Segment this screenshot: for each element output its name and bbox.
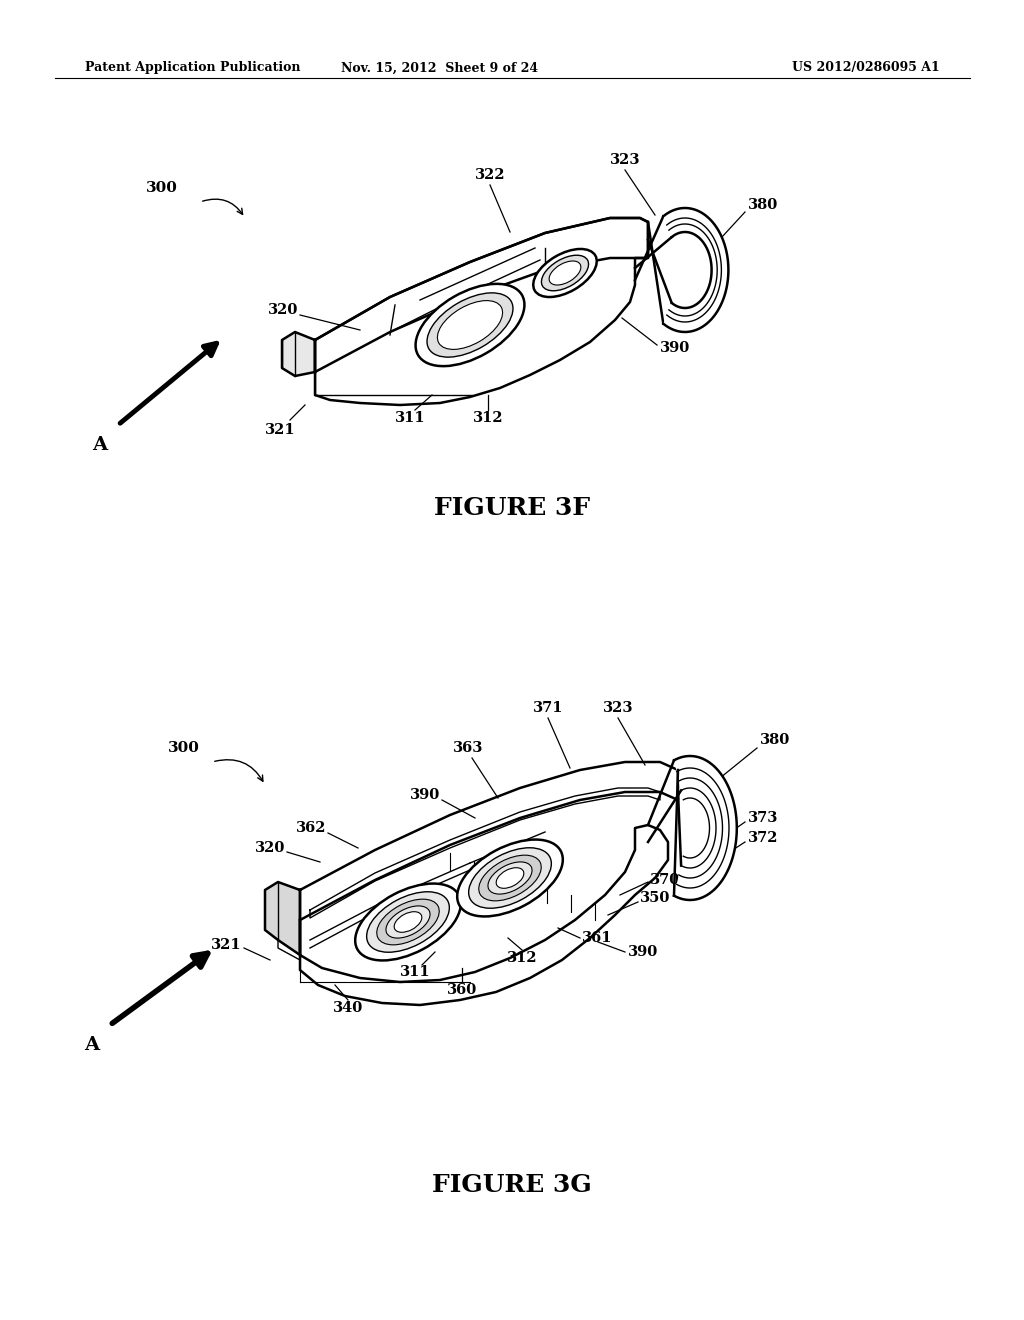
Text: 361: 361 bbox=[582, 931, 612, 945]
Polygon shape bbox=[315, 218, 648, 405]
Text: A: A bbox=[84, 1036, 99, 1053]
Text: 370: 370 bbox=[650, 873, 680, 887]
Polygon shape bbox=[300, 762, 678, 920]
Text: FIGURE 3G: FIGURE 3G bbox=[432, 1173, 592, 1197]
Text: 311: 311 bbox=[399, 965, 430, 979]
Text: 363: 363 bbox=[453, 741, 483, 755]
Text: 390: 390 bbox=[660, 341, 690, 355]
Text: 360: 360 bbox=[446, 983, 477, 997]
Text: 390: 390 bbox=[628, 945, 658, 960]
Polygon shape bbox=[674, 756, 737, 900]
Ellipse shape bbox=[416, 284, 524, 366]
Text: 323: 323 bbox=[603, 701, 633, 715]
Polygon shape bbox=[315, 218, 648, 372]
Text: 323: 323 bbox=[609, 153, 640, 168]
Polygon shape bbox=[282, 333, 315, 376]
Text: 321: 321 bbox=[264, 422, 295, 437]
Ellipse shape bbox=[549, 261, 581, 285]
Ellipse shape bbox=[479, 855, 542, 900]
Text: 371: 371 bbox=[532, 701, 563, 715]
Ellipse shape bbox=[457, 840, 563, 916]
Text: A: A bbox=[92, 436, 108, 454]
Text: 380: 380 bbox=[760, 733, 791, 747]
Ellipse shape bbox=[394, 912, 422, 932]
Text: 211: 211 bbox=[373, 906, 403, 919]
Ellipse shape bbox=[437, 301, 503, 350]
Text: 320: 320 bbox=[267, 304, 298, 317]
Text: 300: 300 bbox=[168, 741, 200, 755]
Text: 390: 390 bbox=[410, 788, 440, 803]
Text: 312: 312 bbox=[507, 950, 538, 965]
Text: 340: 340 bbox=[333, 1001, 364, 1015]
Text: US 2012/0286095 A1: US 2012/0286095 A1 bbox=[793, 62, 940, 74]
Text: 321: 321 bbox=[211, 939, 242, 952]
Polygon shape bbox=[664, 209, 728, 333]
Ellipse shape bbox=[367, 892, 450, 952]
Ellipse shape bbox=[469, 847, 551, 908]
Text: 320: 320 bbox=[255, 841, 285, 855]
Polygon shape bbox=[265, 882, 300, 954]
Ellipse shape bbox=[488, 862, 532, 894]
Text: 322: 322 bbox=[475, 168, 505, 182]
Ellipse shape bbox=[427, 293, 513, 358]
Text: 380: 380 bbox=[748, 198, 778, 213]
Text: 362: 362 bbox=[296, 821, 326, 836]
Ellipse shape bbox=[534, 249, 597, 297]
Ellipse shape bbox=[377, 899, 439, 945]
Text: 311: 311 bbox=[394, 411, 425, 425]
Text: Nov. 15, 2012  Sheet 9 of 24: Nov. 15, 2012 Sheet 9 of 24 bbox=[341, 62, 539, 74]
Ellipse shape bbox=[497, 867, 524, 888]
Ellipse shape bbox=[355, 883, 461, 961]
Text: 372: 372 bbox=[748, 832, 778, 845]
Text: 350: 350 bbox=[640, 891, 671, 906]
Text: 312: 312 bbox=[473, 411, 504, 425]
Text: 212: 212 bbox=[495, 861, 525, 875]
Text: 373: 373 bbox=[748, 810, 778, 825]
Ellipse shape bbox=[542, 255, 589, 290]
Text: FIGURE 3F: FIGURE 3F bbox=[434, 496, 590, 520]
Polygon shape bbox=[300, 825, 668, 1005]
Ellipse shape bbox=[386, 906, 430, 939]
Text: 300: 300 bbox=[146, 181, 178, 195]
Text: Patent Application Publication: Patent Application Publication bbox=[85, 62, 300, 74]
